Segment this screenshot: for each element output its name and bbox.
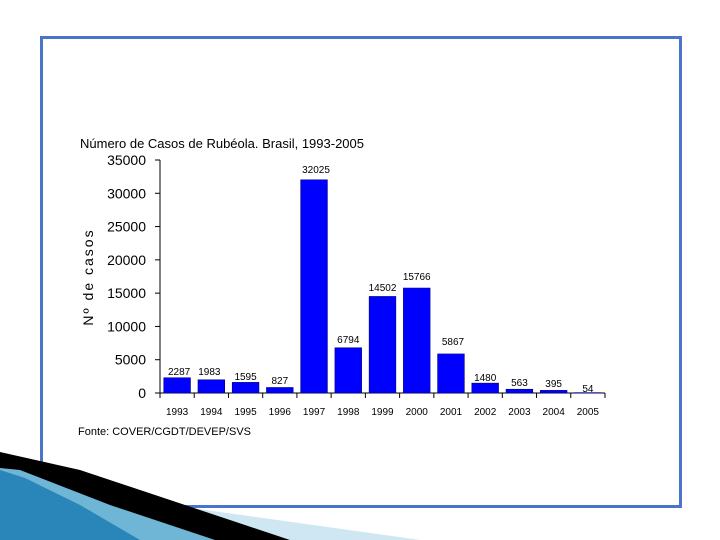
x-axis-ticks: 1993 1994 1995 1996 1997 1998 1999 2000 2001 2002… xyxy=(159,393,606,418)
x-tick-label: 2001 xyxy=(440,407,463,418)
x-tick-label: 2004 xyxy=(543,407,566,418)
data-label: 1595 xyxy=(234,372,257,383)
bar-1995 xyxy=(231,382,260,394)
bar-1997 xyxy=(300,179,328,394)
bar-2001 xyxy=(437,353,465,394)
corner-swoosh-blue xyxy=(0,470,140,540)
corner-swoosh-dark xyxy=(0,452,290,540)
bar-1994 xyxy=(197,379,225,394)
y-tick-label: 30000 xyxy=(107,185,146,201)
y-tick-label: 25000 xyxy=(107,219,146,235)
x-tick-label: 1999 xyxy=(371,407,394,418)
x-tick-label: 1996 xyxy=(269,407,292,418)
data-label: 827 xyxy=(271,376,288,387)
data-label: 2287 xyxy=(168,367,191,378)
x-tick-label: 2000 xyxy=(406,407,429,418)
x-tick-label: 2003 xyxy=(508,407,531,418)
slide-frame xyxy=(40,36,682,508)
y-tick-label: 0 xyxy=(138,385,146,401)
bar-series xyxy=(163,179,602,394)
bar-1996 xyxy=(266,387,294,394)
chart-title: Número de Casos de Rubéola. Brasil, 1993… xyxy=(80,136,364,151)
data-label: 54 xyxy=(582,384,594,395)
data-label: 563 xyxy=(511,378,528,389)
data-label: 6794 xyxy=(337,335,360,346)
y-axis-ticks: 0 5000 10000 15000 20000 25000 30000 35000 xyxy=(107,152,160,401)
bar-1999 xyxy=(368,296,397,394)
x-tick-label: 1998 xyxy=(337,407,360,418)
y-tick-label: 10000 xyxy=(107,318,146,334)
y-axis-label: Nº de casos xyxy=(80,228,96,325)
bar-2005 xyxy=(574,392,602,394)
y-tick-label: 5000 xyxy=(115,352,146,368)
y-tick-label: 35000 xyxy=(107,152,146,168)
data-label: 14502 xyxy=(369,283,397,294)
data-labels: 2287 1983 1595 827 32025 6794 14502 15766 5867 14… xyxy=(168,165,594,395)
x-tick-label: 1993 xyxy=(166,407,189,418)
y-tick-label: 15000 xyxy=(107,285,146,301)
x-tick-label: 2002 xyxy=(474,407,497,418)
bar-2004 xyxy=(540,390,568,394)
bar-1998 xyxy=(334,347,362,394)
y-tick-label: 20000 xyxy=(107,252,146,268)
source-note: Fonte: COVER/CGDT/DEVEP/SVS xyxy=(78,426,251,438)
bar-2002 xyxy=(471,382,499,394)
bar-1993 xyxy=(163,377,191,394)
data-label: 32025 xyxy=(302,165,330,176)
x-tick-label: 2005 xyxy=(577,407,600,418)
bar-2003 xyxy=(505,388,534,394)
x-tick-label: 1997 xyxy=(303,407,326,418)
x-tick-label: 1994 xyxy=(200,407,223,418)
data-label: 5867 xyxy=(442,337,465,348)
x-tick-label: 1995 xyxy=(234,407,257,418)
bar-2000 xyxy=(403,287,431,394)
data-label: 1983 xyxy=(198,367,221,378)
data-label: 1480 xyxy=(474,373,497,384)
data-label: 395 xyxy=(545,379,562,390)
data-label: 15766 xyxy=(403,272,431,283)
